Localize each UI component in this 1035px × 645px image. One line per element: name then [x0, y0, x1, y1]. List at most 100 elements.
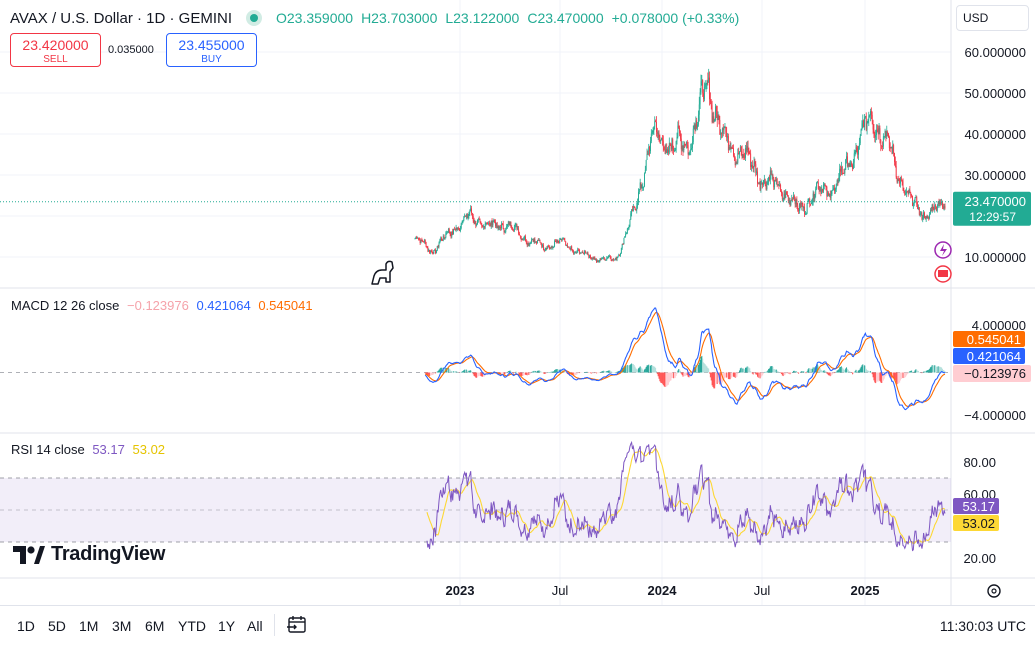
candle-body	[924, 217, 926, 220]
candle-body	[433, 250, 435, 254]
candle-body	[721, 128, 723, 134]
candle-body	[426, 247, 428, 248]
candle-body	[843, 172, 845, 174]
macd-histogram-bar	[456, 371, 458, 373]
macd-histogram-bar	[636, 369, 638, 373]
macd-histogram-bar	[758, 372, 760, 378]
candle-body	[452, 231, 454, 235]
candle-body	[703, 86, 705, 100]
macd-histogram-bar	[653, 366, 655, 373]
candle-body	[924, 212, 925, 218]
candle-body	[455, 227, 457, 231]
candle-body	[695, 120, 697, 131]
sell-button[interactable]: 23.420000 SELL	[10, 33, 101, 67]
price-axis-label: 30.000000	[965, 168, 1026, 183]
candle-body	[736, 162, 738, 164]
macd-histogram-bar	[680, 372, 682, 374]
macd-histogram-bar	[524, 372, 526, 375]
macd-histogram-bar	[603, 370, 605, 373]
candle-body	[923, 212, 925, 218]
candle-body	[847, 163, 849, 167]
date-range-icon[interactable]	[286, 614, 308, 636]
macd-histogram-bar	[474, 372, 476, 377]
macd-histogram-bar	[625, 365, 627, 373]
candle-body	[450, 233, 452, 237]
candle-body	[795, 199, 797, 205]
range-1m-button[interactable]: 1M	[79, 618, 99, 634]
macd-histogram-bar	[453, 371, 455, 373]
rsi-axis-label: 80.00	[963, 455, 996, 470]
candle-body	[458, 227, 460, 229]
macd-histogram-bar	[884, 372, 886, 377]
range-6m-button[interactable]: 6M	[145, 618, 165, 634]
candle-body	[512, 229, 514, 231]
candle-body	[446, 232, 448, 234]
candle-body	[509, 221, 511, 225]
ohlc-values: O23.359000 H23.703000 L23.122000 C23.470…	[276, 10, 739, 26]
buy-button[interactable]: 23.455000 BUY	[166, 33, 257, 67]
grid-lines	[0, 0, 1035, 605]
chart-canvas[interactable]: 60.000000 50.000000 40.000000 30.000000 10.0…	[0, 0, 1035, 605]
macd-histogram-bar	[734, 372, 736, 378]
candle-body	[536, 240, 538, 244]
macd-histogram-bar	[655, 371, 657, 373]
bar-countdown-label: 12:29:57	[969, 210, 1016, 224]
macd-histogram-bar	[525, 372, 527, 375]
macd-histogram-bar	[795, 371, 797, 373]
macd-histogram-bar	[700, 356, 702, 373]
range-5d-button[interactable]: 5D	[48, 618, 66, 634]
macd-histogram-bar	[566, 372, 568, 374]
macd-line-value: 0.421064	[196, 298, 251, 313]
market-status-icon[interactable]	[245, 10, 262, 26]
range-1y-button[interactable]: 1Y	[218, 618, 236, 634]
range-3m-button[interactable]: 3M	[112, 618, 132, 634]
macd-histogram-bar	[532, 371, 534, 373]
candlestick-series	[0, 68, 951, 263]
range-ytd-button[interactable]: YTD	[178, 618, 206, 634]
macd-histogram-bar	[637, 369, 639, 373]
macd-histogram-bar	[443, 367, 445, 373]
macd-histogram-bar	[558, 369, 560, 373]
candle-body	[895, 165, 897, 178]
macd-histogram-bar	[605, 371, 607, 373]
macd-histogram-bar	[784, 372, 786, 376]
candle-body	[726, 132, 728, 138]
macd-histogram-bar	[766, 371, 768, 373]
candle-body	[858, 143, 860, 147]
tradingview-logo[interactable]: TradingView	[13, 543, 165, 566]
candle-body	[598, 261, 600, 262]
macd-histogram-bar	[757, 372, 759, 378]
macd-histogram-bar	[572, 372, 574, 375]
currency-selector[interactable]: USD	[956, 5, 1029, 31]
candle-body	[750, 153, 752, 167]
macd-histogram-bar	[873, 372, 875, 381]
macd-histogram-bar	[685, 372, 687, 376]
macd-histogram-bar	[934, 365, 936, 373]
range-1d-button[interactable]: 1D	[17, 618, 35, 634]
macd-title[interactable]: MACD 12 26 close	[11, 298, 120, 313]
candle-body	[572, 249, 573, 251]
macd-histogram-bar	[893, 372, 895, 378]
symbol-title[interactable]: AVAX / U.S. Dollar · 1D · GEMINI	[10, 9, 232, 27]
utc-clock[interactable]: 11:30:03 UTC	[939, 618, 1026, 634]
macd-histogram-value: −0.123976	[127, 298, 189, 313]
candle-body	[643, 186, 645, 188]
rsi-title[interactable]: RSI 14 close	[11, 442, 85, 457]
macd-legend: MACD 12 26 close −0.123976 0.421064 0.54…	[11, 298, 317, 313]
candle-body	[715, 106, 717, 112]
macd-histogram-bar	[594, 372, 596, 374]
range-all-button[interactable]: All	[247, 618, 263, 634]
candle-body	[442, 236, 444, 241]
macd-histogram-bar	[846, 368, 848, 373]
candle-body	[829, 193, 831, 198]
macd-histogram-bar	[673, 372, 675, 379]
macd-histogram-bar	[900, 372, 902, 379]
candle-body	[427, 247, 429, 251]
candle-body	[616, 256, 618, 260]
macd-histogram-bar	[805, 372, 807, 374]
candle-body	[538, 240, 540, 241]
candle-body	[936, 207, 938, 211]
candle-body	[696, 120, 698, 128]
macd-histogram-bar	[507, 371, 509, 373]
macd-histogram-bar	[731, 372, 733, 378]
